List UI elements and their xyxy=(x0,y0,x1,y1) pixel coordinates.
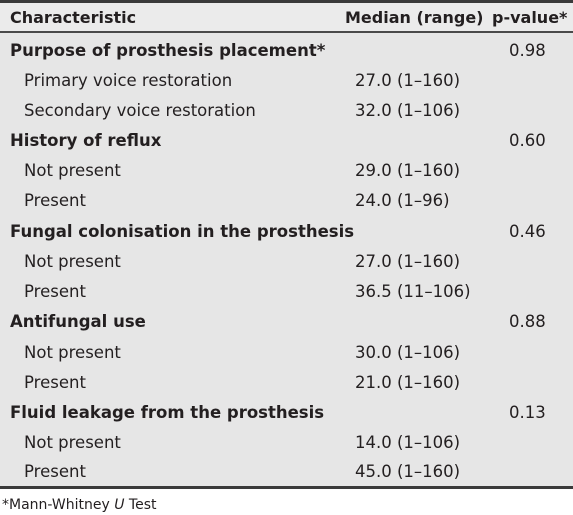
footnote-suffix: Test xyxy=(124,497,157,513)
row-p-value: 0.46 xyxy=(509,222,546,241)
table-row: Present 36.5 (11–106) xyxy=(0,277,573,307)
table-row: Not present 14.0 (1–106) xyxy=(0,428,573,458)
footnote-italic: U xyxy=(114,497,125,513)
row-median: 30.0 (1–106) xyxy=(355,343,461,362)
row-p-value: 0.98 xyxy=(509,41,546,60)
table-footnote: *Mann-Whitney U Test xyxy=(2,496,157,514)
table-row: Not present 30.0 (1–106) xyxy=(0,338,573,368)
row-p-value: 0.13 xyxy=(509,403,546,422)
footnote-prefix: *Mann-Whitney xyxy=(2,497,115,513)
row-p-value: 0.60 xyxy=(509,131,546,150)
row-label: Present xyxy=(24,373,86,392)
table-row: Not present 27.0 (1–160) xyxy=(0,247,573,277)
table-row: Primary voice restoration 27.0 (1–160) xyxy=(0,66,573,96)
table-row: Secondary voice restoration 32.0 (1–106) xyxy=(0,96,573,126)
table-row-group: Fungal colonisation in the prosthesis 0.… xyxy=(0,217,573,247)
row-label: Primary voice restoration xyxy=(24,71,233,90)
header-characteristic: Characteristic xyxy=(10,8,137,27)
row-median: 14.0 (1–106) xyxy=(355,433,461,452)
row-p-value: 0.88 xyxy=(509,312,546,331)
row-label: Fluid leakage from the prosthesis xyxy=(10,403,325,422)
row-label: Present xyxy=(24,191,86,210)
row-median: 29.0 (1–160) xyxy=(355,161,461,180)
row-label: Antifungal use xyxy=(10,312,146,331)
row-median: 27.0 (1–160) xyxy=(355,252,461,271)
table-header: Characteristic Median (range) p-value* xyxy=(0,3,573,33)
row-median: 27.0 (1–160) xyxy=(355,71,461,90)
row-label: Present xyxy=(24,462,86,481)
table-row-group: Antifungal use 0.88 xyxy=(0,307,573,337)
row-label: Present xyxy=(24,282,86,301)
row-label: Purpose of prosthesis placement* xyxy=(10,41,326,60)
row-median: 21.0 (1–160) xyxy=(355,373,461,392)
table-row: Not present 29.0 (1–160) xyxy=(0,156,573,186)
header-p-value: p-value* xyxy=(492,8,568,27)
row-median: 36.5 (11–106) xyxy=(355,282,471,301)
header-median: Median (range) xyxy=(345,8,484,27)
row-median: 45.0 (1–160) xyxy=(355,462,461,481)
table-row-group: Fluid leakage from the prosthesis 0.13 xyxy=(0,398,573,428)
row-label: Not present xyxy=(24,161,121,180)
table-row: Present 21.0 (1–160) xyxy=(0,368,573,398)
row-label: Not present xyxy=(24,343,121,362)
results-table: Characteristic Median (range) p-value* P… xyxy=(0,0,573,489)
table-row: Present 45.0 (1–160) xyxy=(0,457,573,487)
row-label: Secondary voice restoration xyxy=(24,101,256,120)
table-row-group: Purpose of prosthesis placement* 0.98 xyxy=(0,36,573,66)
row-median: 32.0 (1–106) xyxy=(355,101,461,120)
row-label: History of reflux xyxy=(10,131,162,150)
row-label: Not present xyxy=(24,252,121,271)
table-row-group: History of reflux 0.60 xyxy=(0,126,573,156)
row-median: 24.0 (1–96) xyxy=(355,191,450,210)
table-row: Present 24.0 (1–96) xyxy=(0,186,573,216)
row-label: Fungal colonisation in the prosthesis xyxy=(10,222,355,241)
row-label: Not present xyxy=(24,433,121,452)
